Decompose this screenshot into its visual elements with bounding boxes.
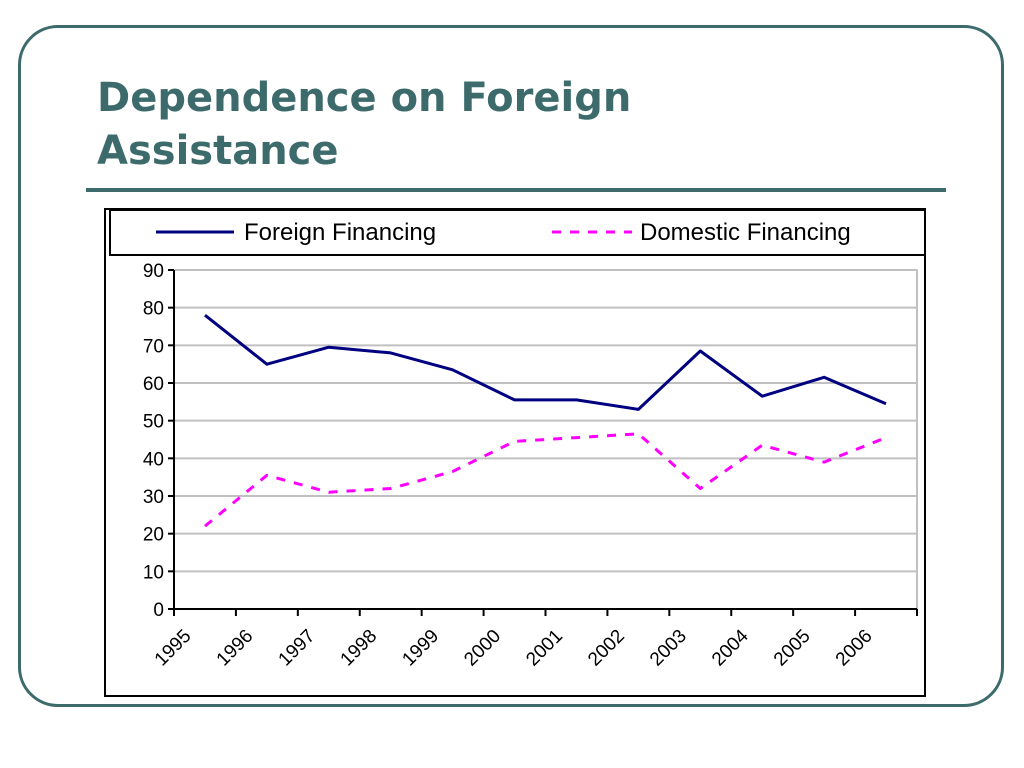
slide-title: Dependence on Foreign Assistance xyxy=(97,72,857,178)
x-tick-label: 1997 xyxy=(275,626,320,671)
y-tick-label: 30 xyxy=(143,487,164,508)
chart-container: Foreign Financing Domestic Financing 0 10… xyxy=(104,208,926,697)
y-tick-label: 20 xyxy=(143,525,164,546)
y-tick-label: 10 xyxy=(143,562,164,583)
y-tick-label: 80 xyxy=(143,299,164,320)
plot-area xyxy=(173,269,918,610)
y-tick-label: 40 xyxy=(143,449,164,470)
x-tick-label: 1996 xyxy=(213,626,258,671)
y-tick-label: 70 xyxy=(143,336,164,357)
x-tick-label: 1999 xyxy=(398,626,443,671)
title-divider xyxy=(86,188,946,192)
legend-label-domestic: Domestic Financing xyxy=(640,219,851,246)
slide-title-line1: Dependence on Foreign xyxy=(97,75,632,121)
x-tick-label: 2005 xyxy=(770,626,815,671)
x-tick-label: 2006 xyxy=(832,626,877,671)
y-tick-label: 50 xyxy=(143,412,164,433)
y-tick-label: 60 xyxy=(143,374,164,395)
x-tick-label: 1998 xyxy=(337,626,382,671)
line-chart: Foreign Financing Domestic Financing 0 10… xyxy=(109,210,924,671)
slide-title-line2: Assistance xyxy=(97,128,339,174)
series-line-domestic xyxy=(204,432,887,528)
x-tick-label: 2003 xyxy=(646,626,691,671)
axes xyxy=(168,269,918,616)
series-line-foreign xyxy=(204,314,887,411)
series-lines xyxy=(204,314,887,528)
legend: Foreign Financing Domestic Financing xyxy=(109,210,924,256)
y-tick-label: 90 xyxy=(143,261,164,282)
slide-frame xyxy=(18,25,1004,707)
legend-box xyxy=(109,210,924,256)
x-tick-label: 2002 xyxy=(584,626,629,671)
gridlines xyxy=(174,269,917,573)
y-tick-label: 0 xyxy=(153,600,164,621)
x-tick-label: 2001 xyxy=(522,626,567,671)
legend-label-foreign: Foreign Financing xyxy=(244,219,436,246)
x-tick-label: 1995 xyxy=(151,626,196,671)
x-tick-label: 2000 xyxy=(460,626,505,671)
x-tick-label: 2004 xyxy=(708,625,753,670)
